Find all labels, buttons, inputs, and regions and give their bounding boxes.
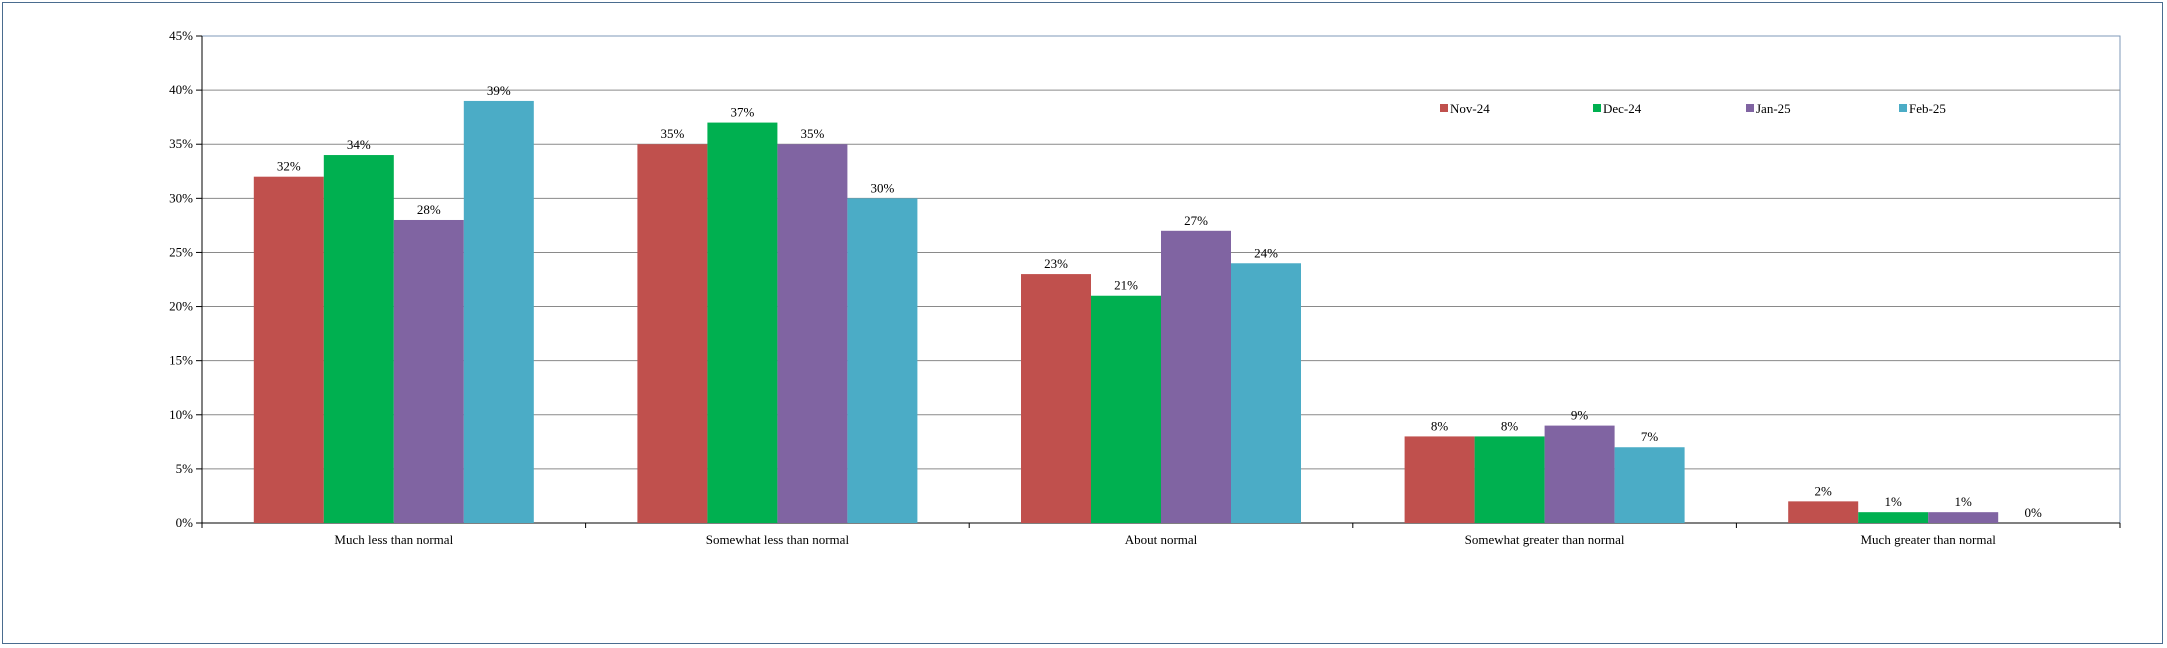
bar bbox=[707, 122, 778, 524]
data-label: 39% bbox=[487, 83, 511, 98]
data-label: 37% bbox=[730, 105, 754, 120]
bar bbox=[1404, 436, 1475, 523]
legend-swatch bbox=[1746, 104, 1754, 112]
data-label: 30% bbox=[870, 180, 894, 195]
bar bbox=[1021, 274, 1091, 523]
x-category-label: About normal bbox=[1125, 532, 1198, 547]
data-label: 1% bbox=[1955, 494, 1973, 509]
data-label: 28% bbox=[417, 202, 441, 217]
legend-label: Feb-25 bbox=[1909, 101, 1946, 116]
bar bbox=[1858, 512, 1929, 523]
bar bbox=[1161, 230, 1231, 524]
y-tick-label: 35% bbox=[169, 136, 193, 151]
bar-chart: 0% 5% 10% 15% 20% 25% 30% 35% 40% 45% 32% 34% 28% 39%… bbox=[169, 28, 2121, 547]
bar bbox=[777, 144, 848, 523]
bar bbox=[463, 100, 534, 523]
x-category-label: Much less than normal bbox=[334, 532, 453, 547]
y-tick-label: 25% bbox=[169, 244, 193, 259]
legend-label: Nov-24 bbox=[1450, 101, 1490, 116]
y-tick-label: 40% bbox=[169, 82, 193, 97]
y-tick-label: 5% bbox=[176, 461, 194, 476]
bar bbox=[323, 155, 394, 524]
bar bbox=[1614, 447, 1685, 523]
x-category-label: Somewhat greater than normal bbox=[1465, 532, 1625, 547]
data-label: 35% bbox=[660, 126, 684, 141]
data-label: 8% bbox=[1501, 418, 1519, 433]
y-tick-label: 45% bbox=[169, 28, 193, 43]
y-tick-label: 10% bbox=[169, 407, 193, 422]
data-label: 2% bbox=[1815, 483, 1833, 498]
data-label: 34% bbox=[347, 137, 371, 152]
data-label: 23% bbox=[1044, 256, 1068, 271]
y-tick-label: 20% bbox=[169, 299, 193, 314]
data-label: 1% bbox=[1885, 494, 1903, 509]
data-label: 7% bbox=[1641, 429, 1659, 444]
x-category-label: Somewhat less than normal bbox=[706, 532, 850, 547]
data-label: 27% bbox=[1184, 213, 1208, 228]
legend-swatch bbox=[1899, 104, 1907, 112]
bar bbox=[1788, 501, 1859, 523]
bar bbox=[637, 144, 708, 523]
data-label: 0% bbox=[2025, 505, 2043, 520]
bar bbox=[1091, 295, 1161, 523]
bar bbox=[253, 176, 324, 523]
data-label: 21% bbox=[1114, 278, 1138, 293]
legend-swatch bbox=[1593, 104, 1601, 112]
y-tick-label: 15% bbox=[169, 353, 193, 368]
legend-swatch bbox=[1440, 104, 1448, 112]
bar bbox=[847, 198, 918, 524]
data-label: 9% bbox=[1571, 408, 1589, 423]
legend-label: Jan-25 bbox=[1756, 101, 1791, 116]
y-tick-label: 30% bbox=[169, 190, 193, 205]
bar bbox=[1231, 263, 1301, 523]
data-label: 8% bbox=[1431, 418, 1449, 433]
bar bbox=[1474, 436, 1545, 523]
bar bbox=[393, 219, 464, 523]
y-tick-label: 0% bbox=[176, 515, 194, 530]
x-category-label: Much greater than normal bbox=[1861, 532, 1997, 547]
bar bbox=[1928, 512, 1999, 523]
legend-label: Dec-24 bbox=[1603, 101, 1642, 116]
bar bbox=[1544, 425, 1615, 523]
data-label: 32% bbox=[277, 159, 301, 174]
data-label: 35% bbox=[800, 126, 824, 141]
data-label: 24% bbox=[1254, 245, 1278, 260]
